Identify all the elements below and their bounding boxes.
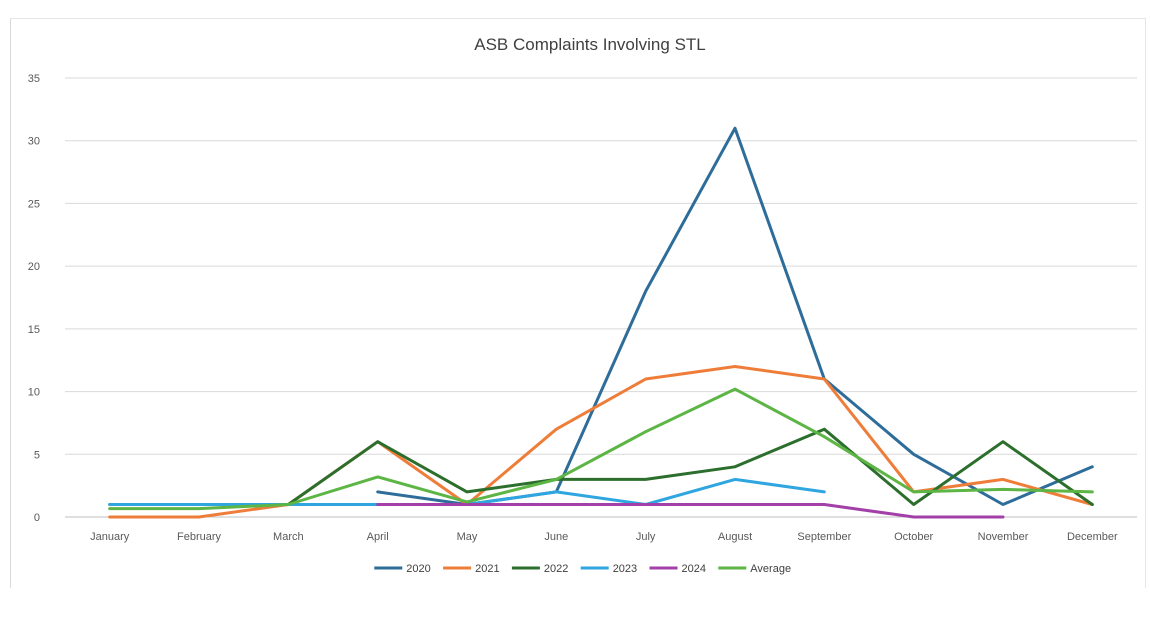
- x-tick-label: January: [90, 531, 130, 543]
- series-lines: [108, 126, 1094, 519]
- x-tick-label: October: [894, 531, 933, 543]
- chart-title: ASB Complaints Involving STL: [474, 35, 706, 54]
- y-tick-label: 15: [28, 324, 40, 336]
- x-tick-label: December: [1067, 531, 1118, 543]
- series-line-average: [108, 387, 1094, 511]
- series-line-2024: [376, 503, 1005, 519]
- x-axis-ticks: January February March April May June July Augu…: [90, 531, 1118, 543]
- x-tick-label: September: [797, 531, 851, 543]
- legend-item-2021: 2021: [443, 563, 500, 575]
- legend-label: 2022: [544, 563, 568, 575]
- y-axis-ticks: 0 5 10 15 20 25 30 35: [28, 73, 40, 524]
- y-tick-label: 35: [28, 73, 40, 85]
- x-tick-label: November: [978, 531, 1029, 543]
- chart-frame: [10, 18, 1146, 588]
- y-tick-label: 10: [28, 387, 40, 399]
- x-tick-label: July: [636, 531, 656, 543]
- legend: 2020 2021 2022 2023 2024 Average: [374, 563, 791, 575]
- legend-label: 2023: [613, 563, 637, 575]
- legend-item-2020: 2020: [374, 563, 431, 575]
- series-line-2022: [108, 427, 1094, 506]
- gridlines: [65, 77, 1137, 518]
- series-line-2020: [376, 126, 1094, 506]
- legend-item-2022: 2022: [511, 563, 568, 575]
- x-tick-label: May: [457, 531, 478, 543]
- x-tick-label: April: [367, 531, 389, 543]
- legend-label: 2020: [406, 563, 430, 575]
- legend-label: 2021: [475, 563, 499, 575]
- y-tick-label: 5: [34, 449, 40, 461]
- x-tick-label: March: [273, 531, 304, 543]
- legend-item-2024: 2024: [649, 563, 706, 575]
- legend-item-average: Average: [718, 563, 791, 575]
- legend-item-2023: 2023: [580, 563, 637, 575]
- x-tick-label: February: [177, 531, 222, 543]
- x-tick-label: June: [544, 531, 568, 543]
- legend-label: Average: [750, 563, 791, 575]
- y-tick-label: 20: [28, 261, 40, 273]
- x-tick-label: August: [718, 531, 752, 543]
- y-tick-label: 0: [34, 512, 40, 524]
- legend-label: 2024: [682, 563, 706, 575]
- y-tick-label: 30: [28, 136, 40, 148]
- y-tick-label: 25: [28, 198, 40, 210]
